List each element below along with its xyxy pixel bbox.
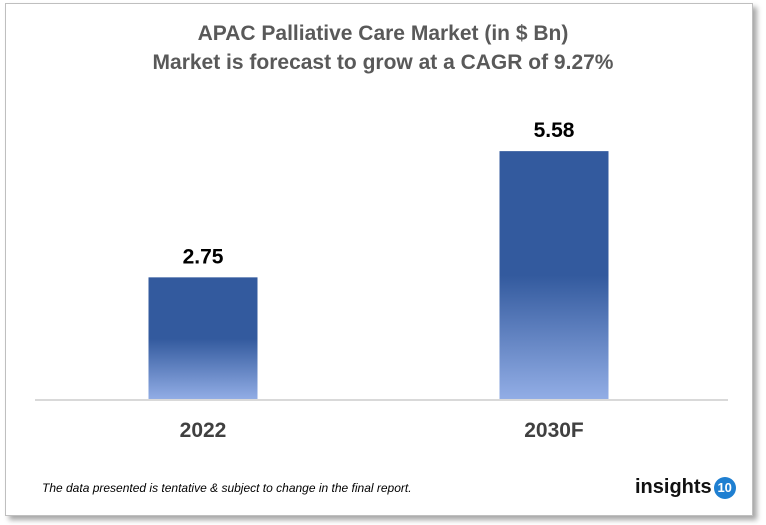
x-tick-label: 2022 (180, 419, 227, 442)
data-label: 5.58 (534, 119, 575, 142)
x-tick-label: 2030F (524, 419, 584, 442)
bar-2030F (499, 151, 609, 400)
data-label: 2.75 (183, 245, 224, 268)
chart-card (5, 3, 753, 516)
chart-title: APAC Palliative Care Market (in $ Bn) (197, 22, 569, 45)
insights10-logo: insights 10 (635, 476, 736, 499)
disclaimer-note: The data presented is tentative & subjec… (42, 481, 412, 495)
bar-2022 (148, 277, 258, 400)
chart-subtitle: Market is forecast to grow at a CAGR of … (152, 51, 614, 74)
